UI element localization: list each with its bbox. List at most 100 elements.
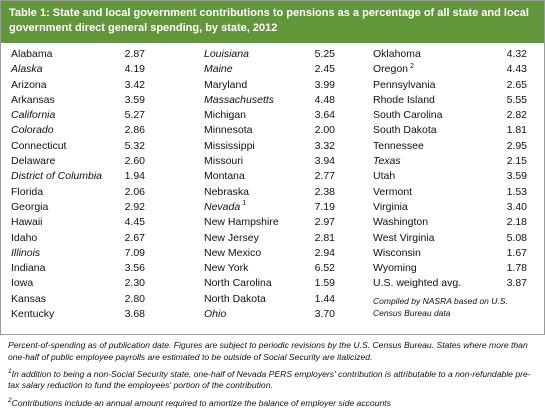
state-name: Louisiana (204, 48, 249, 60)
state-name: Illinois (11, 246, 41, 259)
state-name: Michigan (204, 109, 247, 122)
table-row: Missouri 3.94 (204, 154, 335, 169)
table-row: Iowa 2.30 (11, 276, 145, 291)
state-value: 3.40 (506, 200, 527, 213)
table-row: Illinois 7.09 (11, 246, 145, 261)
source-note: Compiled by NASRA based on U.S. Census B… (373, 295, 508, 318)
table-row: Rhode Island 5.55 (373, 93, 527, 108)
state-value: 3.42 (124, 78, 145, 91)
table-row: New Hampshire 2.97 (204, 215, 335, 230)
state-value: 2.00 (314, 124, 335, 137)
state-value: 3.87 (506, 277, 527, 290)
table-row: Vermont 1.53 (373, 185, 527, 200)
state-name: Wyoming (373, 262, 417, 275)
table-column: Oklahoma 4.32 Oregon 2 4.43 Pennsylvania 2.65 R… (373, 47, 527, 319)
table-row: Mississippi 3.32 (204, 139, 335, 154)
state-value: 5.32 (124, 139, 145, 152)
state-value: 2.87 (124, 48, 145, 60)
table-row: South Dakota 1.81 (373, 123, 527, 138)
table-row: Michigan 3.64 (204, 108, 335, 123)
state-value: 4.32 (506, 48, 527, 60)
state-value: 3.59 (124, 93, 145, 106)
state-value: 2.15 (506, 155, 527, 168)
table-row: Washington 2.18 (373, 215, 527, 230)
state-name: New York (204, 262, 249, 275)
table-row: Idaho 2.67 (11, 231, 145, 246)
state-name: Tennessee (373, 139, 424, 152)
state-name: Maine (204, 63, 233, 76)
table-row: District of Columbia 1.94 (11, 169, 145, 184)
state-value: 1.81 (506, 124, 527, 137)
state-value: 3.70 (314, 308, 335, 321)
state-name: Pennsylvania (373, 78, 436, 91)
state-name: Idaho (11, 231, 38, 244)
table-row: Hawaii 4.45 (11, 215, 145, 230)
state-value: 5.25 (314, 48, 335, 60)
state-name: New Jersey (204, 231, 259, 244)
table-row: Oklahoma 4.32 (373, 47, 527, 62)
state-name: Hawaii (11, 216, 43, 229)
state-value: 2.77 (314, 170, 335, 183)
state-name: West Virginia (373, 231, 435, 244)
state-name: Washington (373, 216, 429, 229)
table-row: Delaware 2.60 (11, 154, 145, 169)
state-value: 1.94 (124, 170, 145, 183)
state-value: 1.53 (506, 185, 527, 198)
table-row: South Carolina 2.82 (373, 108, 527, 123)
table-box: Table 1: State and local government cont… (0, 0, 545, 335)
state-name: Connecticut (11, 139, 67, 152)
state-value: 1.67 (506, 246, 527, 259)
table-row: Utah 3.59 (373, 169, 527, 184)
notes: Percent-of-spending as of publication da… (8, 340, 538, 412)
state-value: 4.19 (124, 63, 145, 76)
state-value: 4.43 (506, 63, 527, 76)
table-row: Alaska 4.19 (11, 62, 145, 77)
state-value: 1.44 (314, 292, 335, 305)
state-name: North Dakota (204, 292, 266, 305)
table-row: New Mexico 2.94 (204, 246, 335, 261)
state-name: Texas (373, 155, 401, 168)
state-value: 5.55 (506, 93, 527, 106)
state-name: Virginia (373, 200, 408, 213)
state-value: 2.95 (506, 139, 527, 152)
table-row: Kansas 2.80 (11, 292, 145, 307)
state-name: Georgia (11, 200, 49, 213)
state-value: 5.08 (506, 231, 527, 244)
state-name: New Hampshire (204, 216, 279, 229)
table-row: Nebraska 2.38 (204, 185, 335, 200)
state-name: Florida (11, 185, 44, 198)
state-value: 2.92 (124, 200, 145, 213)
state-value: 3.94 (314, 155, 335, 168)
footnote-marker: 2 (8, 396, 12, 404)
state-value: 2.86 (124, 124, 145, 137)
table-row: Arkansas 3.59 (11, 93, 145, 108)
state-value: 2.65 (506, 78, 527, 91)
table-row: Pennsylvania 2.65 (373, 78, 527, 93)
footnote: Percent-of-spending as of publication da… (8, 340, 538, 363)
state-name: Montana (204, 170, 245, 183)
state-value: 2.97 (314, 216, 335, 229)
table-row: California 5.27 (11, 108, 145, 123)
note-marker: 1 (242, 200, 247, 208)
table-row: Ohio 3.70 (204, 307, 335, 322)
state-value: 2.18 (506, 216, 527, 229)
table-row: New Jersey 2.81 (204, 231, 335, 246)
state-value: 4.45 (124, 216, 145, 229)
table-row: Alabama 2.87 (11, 47, 145, 62)
state-name: Massachusetts (204, 93, 275, 106)
state-value: 2.82 (506, 109, 527, 122)
table-column: Alabama 2.87 Alaska 4.19 Arizona 3.42 Arkansas… (11, 47, 145, 322)
state-value: 2.67 (124, 231, 145, 244)
table-row: Massachusetts 4.48 (204, 93, 335, 108)
state-name: Minnesota (204, 124, 253, 137)
table-row: Montana 2.77 (204, 169, 335, 184)
table-row: Virginia 3.40 (373, 200, 527, 215)
state-value: 2.30 (124, 277, 145, 290)
state-name: Oregon (373, 63, 409, 76)
footnote: 1In addition to being a non-Social Secur… (8, 366, 538, 392)
state-name: Ohio (204, 308, 227, 321)
table-row: Arizona 3.42 (11, 78, 145, 93)
table-title: Table 1: State and local government cont… (1, 1, 544, 43)
state-value: 3.32 (314, 139, 335, 152)
